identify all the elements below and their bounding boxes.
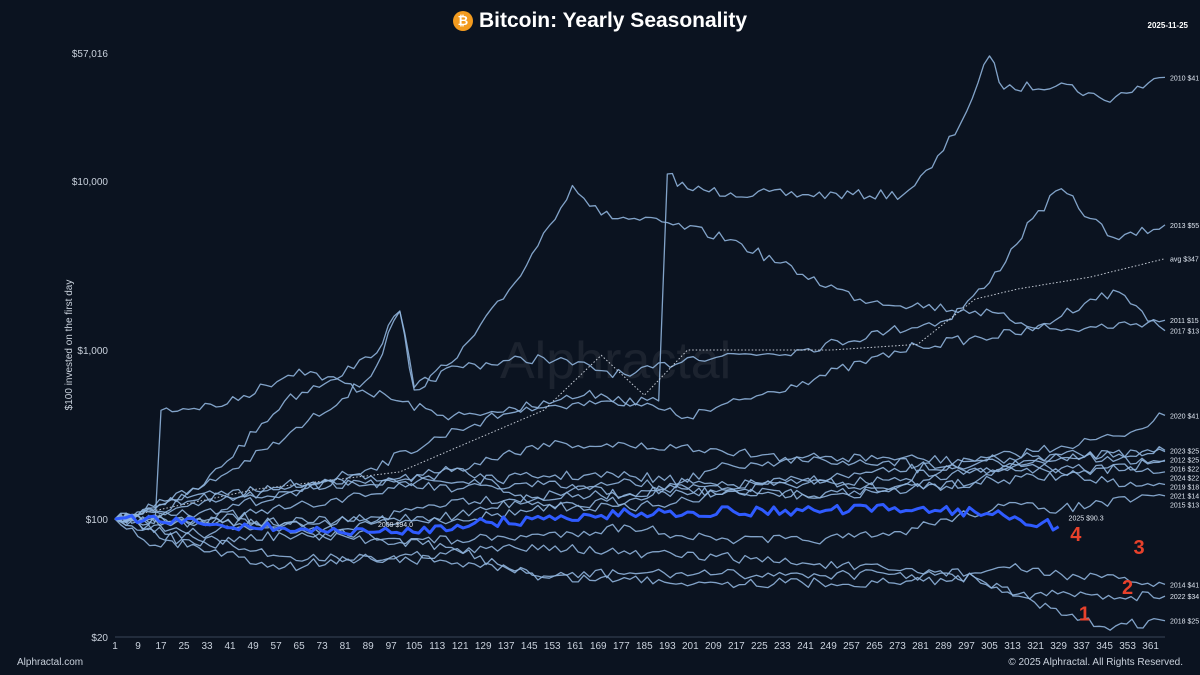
- series-line-2023: [114, 446, 1166, 521]
- x-tick-label: 209: [705, 641, 722, 652]
- x-tick-label: 281: [912, 641, 929, 652]
- series-line-avg: [114, 258, 1166, 520]
- x-tick-label: 73: [317, 641, 329, 652]
- footer-site: Alphractal.com: [17, 657, 84, 668]
- x-tick-label: 289: [935, 641, 952, 652]
- series-label-2023: 2023 $25: [1170, 448, 1199, 455]
- series-label-2010: 2010 $41: [1170, 75, 1199, 82]
- x-tick-label: 17: [155, 641, 167, 652]
- series-label-2022: 2022 $34: [1170, 594, 1199, 601]
- x-tick-label: 193: [659, 641, 676, 652]
- x-tick-label: 25: [178, 641, 190, 652]
- series-label-2009: 2009 $94.0: [378, 522, 413, 529]
- series-line-2025: [114, 503, 1060, 537]
- series-label-2015: 2015 $13: [1170, 502, 1199, 509]
- series-line-2012: [114, 448, 1166, 528]
- x-tick-label: 113: [429, 641, 445, 652]
- series-label-avg: avg $347: [1170, 257, 1199, 264]
- series-label-2025: 2025 $90.3: [1069, 516, 1104, 523]
- series-label-2021: 2021 $14: [1170, 493, 1199, 500]
- footer-copyright: © 2025 Alphractal. All Rights Reserved.: [1008, 657, 1183, 668]
- x-tick-label: 361: [1142, 641, 1159, 652]
- x-tick-label: 137: [498, 641, 515, 652]
- x-tick-label: 257: [843, 641, 860, 652]
- y-tick-label: $100: [86, 515, 109, 526]
- x-tick-label: 33: [201, 641, 213, 652]
- series-line-2010: [114, 55, 1166, 524]
- x-tick-label: 97: [386, 641, 398, 652]
- x-tick-label: 305: [981, 641, 998, 652]
- bitcoin-icon: ₿: [452, 11, 473, 31]
- x-tick-label: 169: [590, 641, 607, 652]
- series-label-2019: 2019 $18: [1170, 484, 1199, 491]
- x-tick-label: 345: [1096, 641, 1113, 652]
- y-tick-label: $1,000: [77, 346, 108, 357]
- x-tick-label: 225: [751, 641, 768, 652]
- series-line-2014: [114, 518, 1166, 588]
- x-tick-label: 241: [797, 641, 814, 652]
- x-tick-label: 9: [135, 641, 141, 652]
- x-tick-label: 1: [112, 641, 118, 652]
- x-tick-label: 57: [271, 641, 283, 652]
- x-tick-label: 273: [889, 641, 906, 652]
- series-line-2020: [114, 412, 1166, 541]
- series-label-2017: 2017 $13: [1170, 329, 1199, 336]
- series-line-2013: [114, 188, 1166, 523]
- x-tick-label: 337: [1073, 641, 1090, 652]
- x-tick-label: 41: [225, 641, 237, 652]
- x-tick-label: 153: [544, 641, 561, 652]
- x-tick-label: 89: [363, 641, 375, 652]
- x-tick-label: 313: [1004, 641, 1021, 652]
- x-tick-label: 161: [567, 641, 584, 652]
- x-tick-label: 329: [1050, 641, 1067, 652]
- watermark: Alphractal: [500, 332, 731, 390]
- annotation-marker-4: 4: [1070, 524, 1082, 546]
- series-line-2017: [114, 289, 1166, 520]
- series-line-2015: [114, 493, 1166, 549]
- x-tick-label: 121: [452, 641, 469, 652]
- annotation-marker-3: 3: [1134, 537, 1145, 559]
- series-label-2012: 2012 $25: [1170, 457, 1199, 464]
- annotation-marker-2: 2: [1122, 577, 1133, 599]
- y-tick-label: $10,000: [72, 177, 109, 188]
- y-tick-label: $20: [91, 633, 108, 644]
- series-line-2018: [114, 518, 1166, 631]
- x-tick-label: 49: [248, 641, 260, 652]
- series-label-2024: 2024 $22: [1170, 475, 1199, 482]
- x-tick-label: 145: [521, 641, 538, 652]
- chart-title: ₿ Bitcoin: Yearly Seasonality: [0, 9, 1200, 33]
- series-line-2019: [114, 439, 1166, 528]
- series-label-2018: 2018 $25: [1170, 619, 1199, 626]
- series-label-2013: 2013 $55: [1170, 223, 1199, 230]
- x-tick-label: 249: [820, 641, 837, 652]
- x-tick-label: 81: [340, 641, 352, 652]
- title-text: Bitcoin: Yearly Seasonality: [478, 9, 748, 32]
- date-label: 2025-11-25: [1147, 21, 1188, 30]
- series-label-2020: 2020 $41: [1170, 413, 1199, 420]
- annotation-marker-1: 1: [1079, 604, 1090, 626]
- y-tick-label: $57,016: [72, 49, 109, 60]
- x-tick-label: 177: [613, 641, 630, 652]
- series-line-2022: [114, 517, 1166, 602]
- series-label-2014: 2014 $41: [1170, 582, 1199, 589]
- x-tick-label: 233: [774, 641, 791, 652]
- x-tick-label: 129: [475, 641, 492, 652]
- series-line-2024: [114, 453, 1166, 525]
- x-tick-label: 201: [682, 641, 699, 652]
- y-axis-label: $100 invested on the first day: [64, 280, 75, 411]
- x-tick-label: 321: [1027, 641, 1044, 652]
- series-label-2011: 2011 $15: [1170, 318, 1199, 325]
- x-tick-label: 105: [406, 641, 423, 652]
- series-line-2021: [114, 460, 1166, 522]
- x-tick-label: 353: [1119, 641, 1136, 652]
- x-tick-label: 217: [728, 641, 745, 652]
- x-tick-label: 185: [636, 641, 653, 652]
- series-line-2011: [114, 184, 1166, 520]
- x-tick-label: 297: [958, 641, 975, 652]
- series-label-2016: 2016 $22: [1170, 466, 1199, 473]
- x-tick-label: 265: [866, 641, 883, 652]
- x-tick-label: 65: [294, 641, 306, 652]
